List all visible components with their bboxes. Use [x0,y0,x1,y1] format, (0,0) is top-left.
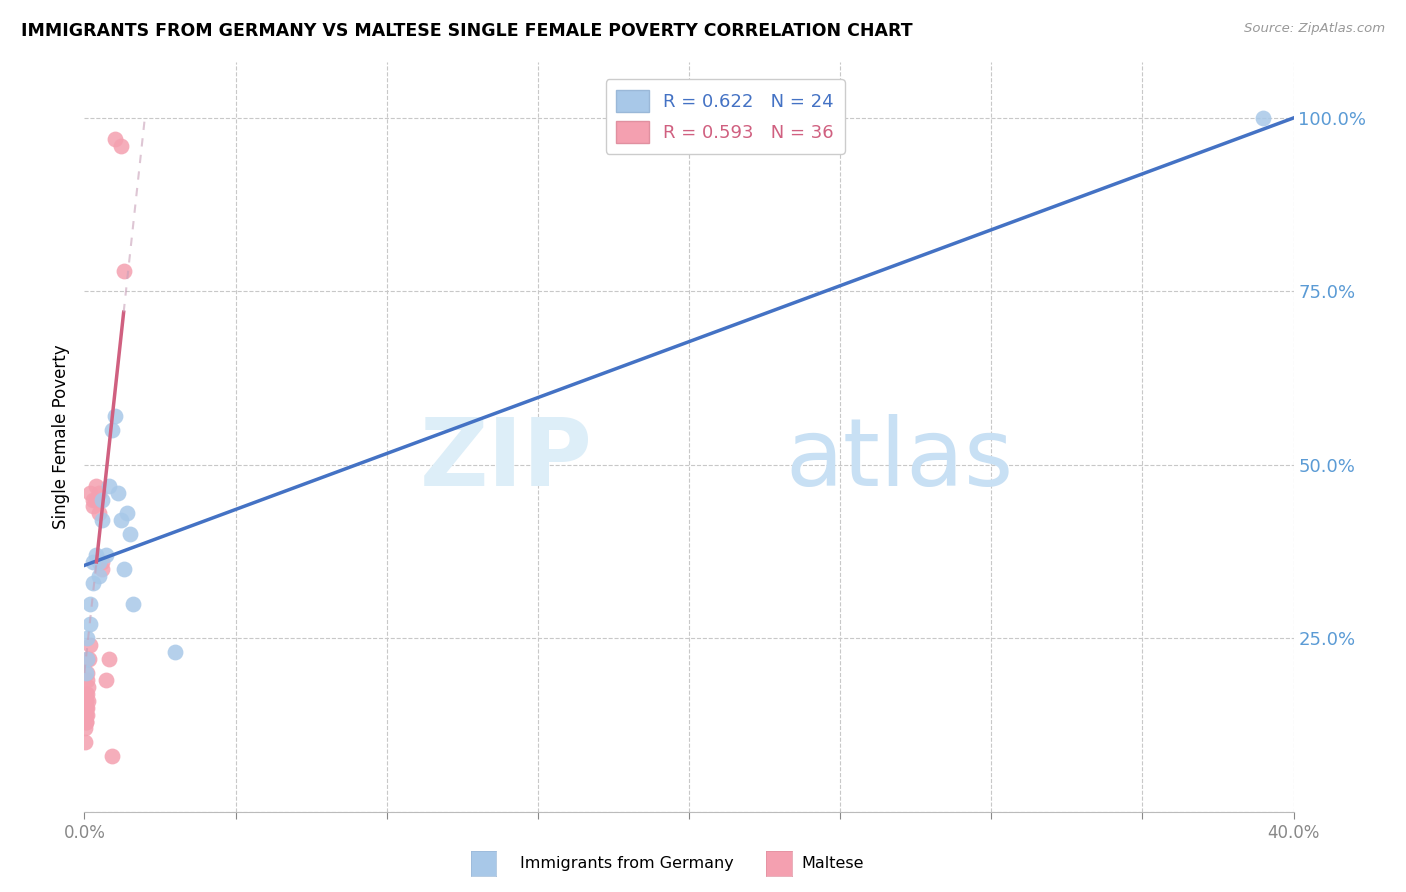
Point [82,555,104,569]
Point [89,485,111,500]
Point [82,575,104,590]
Point [76,714,98,729]
Point [73,707,96,722]
Point [112,562,135,576]
Point [75,700,97,714]
Point [77,652,100,666]
Point [75,694,97,708]
Text: Immigrants from Germany: Immigrants from Germany [520,856,734,871]
Point [115,507,138,521]
Point [89,555,111,569]
Point [94,673,117,687]
Point [75,707,97,722]
Point [86,478,108,492]
Point [75,665,97,680]
Point [75,722,97,736]
Text: Source: ZipAtlas.com: Source: ZipAtlas.com [1244,22,1385,36]
Point [79,485,101,500]
Point [91,492,114,507]
Point [79,597,101,611]
Point [89,569,111,583]
Point [91,562,114,576]
Point [165,645,187,659]
Point [1253,111,1275,125]
Point [77,680,100,694]
Point [76,673,98,687]
Point [110,138,132,153]
Point [76,694,98,708]
Point [110,513,132,527]
Point [112,263,135,277]
Point [76,700,98,714]
Point [94,548,117,562]
Point [97,652,120,666]
Text: IMMIGRANTS FROM GERMANY VS MALTESE SINGLE FEMALE POVERTY CORRELATION CHART: IMMIGRANTS FROM GERMANY VS MALTESE SINGL… [21,22,912,40]
Point [118,527,141,541]
Point [104,409,127,424]
Point [76,652,98,666]
Legend: R = 0.622   N = 24, R = 0.593   N = 36: R = 0.622 N = 24, R = 0.593 N = 36 [606,79,845,153]
Point [121,597,143,611]
Point [100,749,122,764]
Point [79,617,101,632]
Point [82,492,104,507]
Point [75,714,97,729]
Text: Maltese: Maltese [801,856,863,871]
Point [77,694,100,708]
Point [75,735,97,749]
Point [91,555,114,569]
Point [89,507,111,521]
Point [104,132,127,146]
Point [107,485,129,500]
Point [82,500,104,514]
Point [75,687,97,701]
Point [79,638,101,652]
Text: ZIP: ZIP [419,414,592,506]
Point [76,687,98,701]
Point [86,548,108,562]
Point [76,652,98,666]
Point [76,707,98,722]
Point [75,700,97,714]
Point [76,632,98,646]
Y-axis label: Single Female Poverty: Single Female Poverty [52,345,70,529]
Point [76,665,98,680]
Text: atlas: atlas [786,414,1014,506]
Point [86,492,108,507]
Point [91,513,114,527]
Point [100,423,122,437]
Point [97,478,120,492]
